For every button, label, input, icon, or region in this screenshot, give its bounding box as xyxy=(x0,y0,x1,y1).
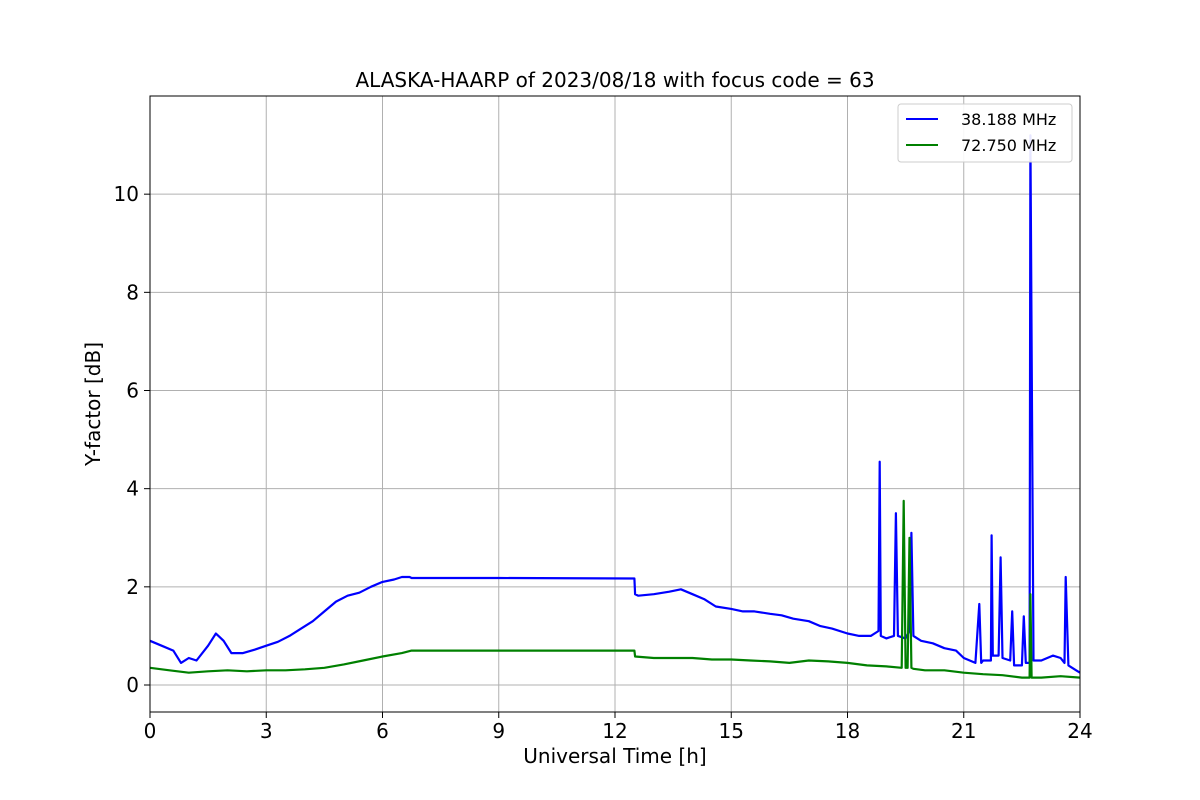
x-tick-label: 9 xyxy=(492,719,505,743)
x-tick-label: 24 xyxy=(1067,719,1092,743)
y-tick-label: 10 xyxy=(114,182,139,206)
x-tick-label: 21 xyxy=(951,719,976,743)
legend-label-1: 72.750 MHz xyxy=(961,136,1056,155)
legend-label-0: 38.188 MHz xyxy=(961,110,1056,129)
x-tick-label: 0 xyxy=(144,719,157,743)
x-tick-label: 15 xyxy=(719,719,744,743)
y-axis-label: Y-factor [dB] xyxy=(81,342,105,467)
legend: 38.188 MHz 72.750 MHz xyxy=(897,103,1073,163)
x-tick-label: 3 xyxy=(260,719,273,743)
legend-box xyxy=(897,103,1073,163)
series-line-0 xyxy=(149,134,1081,674)
y-tick-label: 0 xyxy=(126,673,139,697)
series-line-1 xyxy=(149,499,1081,679)
chart-title: ALASKA-HAARP of 2023/08/18 with focus co… xyxy=(355,68,874,92)
y-tick-label: 4 xyxy=(126,477,139,501)
x-axis-label: Universal Time [h] xyxy=(523,744,706,768)
y-tick-label: 6 xyxy=(126,379,139,403)
series-group xyxy=(149,134,1081,679)
x-tick-label: 12 xyxy=(602,719,627,743)
y-tick-label: 2 xyxy=(126,575,139,599)
x-tick-label: 18 xyxy=(835,719,860,743)
x-tick-label: 6 xyxy=(376,719,389,743)
y-tick-label: 8 xyxy=(126,280,139,304)
